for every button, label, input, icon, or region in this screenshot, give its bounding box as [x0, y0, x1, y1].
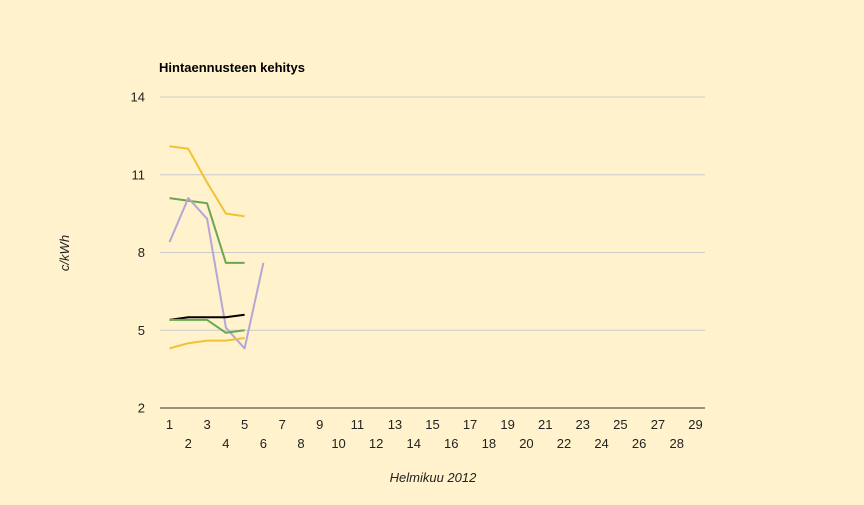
series-lines	[168, 145, 265, 350]
x-tick-label: 23	[576, 417, 590, 432]
x-tick-label: 20	[519, 436, 533, 451]
series-line-1	[169, 145, 245, 218]
x-tick-label: 10	[331, 436, 345, 451]
x-axis-label: Helmikuu 2012	[390, 470, 477, 485]
x-tick-label: 21	[538, 417, 552, 432]
x-tick-label: 9	[316, 417, 323, 432]
x-tick-label: 12	[369, 436, 383, 451]
x-tick-label: 25	[613, 417, 627, 432]
x-tick-label: 5	[241, 417, 248, 432]
x-tick-label: 17	[463, 417, 477, 432]
x-tick-label: 14	[406, 436, 420, 451]
series-line-5	[169, 318, 245, 334]
x-tick-label: 8	[297, 436, 304, 451]
x-tick-label: 24	[594, 436, 608, 451]
y-tick-label: 2	[138, 401, 145, 416]
x-tick-label: 3	[203, 417, 210, 432]
chart-title: Hintaennusteen kehitys	[159, 60, 305, 75]
x-tick-label: 19	[500, 417, 514, 432]
x-tick-label: 16	[444, 436, 458, 451]
x-tick-labels: 1234567891011121314151617181920212223242…	[166, 417, 703, 451]
x-tick-label: 11	[351, 417, 365, 432]
x-tick-label: 29	[688, 417, 702, 432]
x-tick-label: 13	[388, 417, 402, 432]
series-line-2	[169, 197, 245, 264]
y-tick-label: 8	[138, 245, 145, 260]
x-tick-label: 15	[425, 417, 439, 432]
y-tick-label: 14	[131, 90, 145, 105]
x-tick-label: 2	[185, 436, 192, 451]
x-tick-label: 6	[260, 436, 267, 451]
y-tick-labels: 2 5 8 11 14	[131, 90, 145, 416]
series-line-4	[169, 313, 245, 321]
y-tick-label: 5	[138, 323, 145, 338]
x-tick-label: 7	[279, 417, 286, 432]
x-tick-label: 4	[222, 436, 229, 451]
x-tick-label: 26	[632, 436, 646, 451]
x-tick-label: 28	[669, 436, 683, 451]
series-line-3	[168, 197, 265, 350]
y-tick-label: 11	[132, 167, 146, 182]
series-line-6	[169, 337, 245, 350]
grid-lines	[160, 96, 705, 331]
x-tick-label: 18	[482, 436, 496, 451]
x-tick-label: 27	[651, 417, 665, 432]
x-tick-label: 22	[557, 436, 571, 451]
y-axis-label: c/kWh	[57, 235, 72, 271]
x-tick-label: 1	[166, 417, 173, 432]
